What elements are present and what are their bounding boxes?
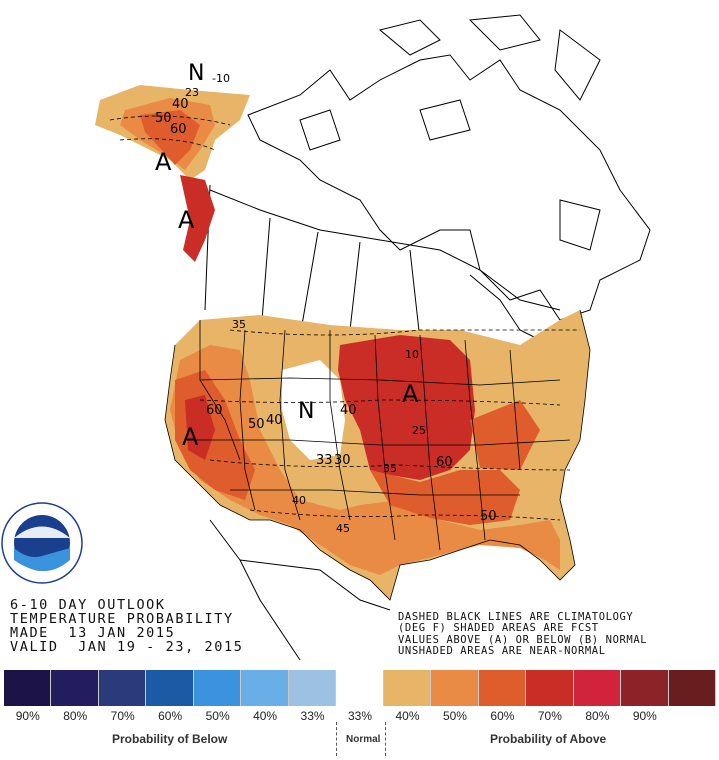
alaska-above-label: A [155, 148, 172, 176]
legend-below-title: Probability of Below [112, 732, 228, 746]
climatology-lines [109, 115, 580, 521]
contour-label: 40 [266, 413, 283, 428]
legend-swatch [383, 670, 432, 706]
legend-percent-label [669, 709, 716, 725]
legend-swatch [98, 670, 147, 706]
map-labels: N A A A N A -10 23 40 50 60 35 60 50 40 … [155, 61, 497, 535]
legend-swatch [478, 670, 527, 706]
contour-label: 25 [412, 424, 426, 437]
note-line-1: DASHED BLACK LINES ARE CLIMATOLOGY [398, 611, 634, 623]
contour-label: 50 [480, 509, 497, 524]
contour-label: 60 [436, 455, 453, 470]
contour-label: 50 [248, 417, 265, 432]
legend-percent-label: 90% [15, 709, 40, 723]
contour-label: 40 [340, 403, 357, 418]
legend-swatch [288, 670, 337, 706]
contour-label: 23 [185, 86, 199, 99]
noaa-logo: NOAA [1, 502, 83, 584]
legend-percent-label: 90% [632, 709, 657, 723]
legend-above-title: Probability of Above [490, 732, 607, 746]
west-above-label: A [182, 423, 199, 451]
legend-percent-label: 50% [442, 709, 467, 723]
legend-swatch [526, 670, 574, 706]
contour-label: 35 [232, 318, 246, 331]
legend-percent-label: 60% [490, 709, 515, 723]
noaa-logo-text: NOAA [26, 539, 58, 551]
midwest-above-label: A [402, 380, 419, 408]
legend-swatch [621, 670, 669, 706]
legend-percent-label: 50% [205, 709, 230, 723]
contour-label: 40 [172, 97, 189, 112]
alaska-shading [95, 85, 250, 262]
legend-swatch [573, 670, 622, 706]
legend-swatch [51, 670, 99, 706]
contour-label: 45 [336, 522, 350, 535]
note-line-3: VALUES ABOVE (A) OR BELOW (B) NORMAL [398, 634, 648, 646]
contour-label: 33 [316, 453, 333, 468]
legend-separator-left [336, 722, 337, 756]
contour-label: 50 [155, 111, 172, 126]
legend-swatch [668, 670, 717, 706]
legend-color-bar [4, 670, 717, 706]
contour-label: 30 [334, 453, 351, 468]
outlook-valid-dates: VALID JAN 19 - 23, 2015 [10, 639, 244, 655]
outlook-made-date: MADE 13 JAN 2015 [10, 625, 176, 641]
legend-separator-right [385, 722, 386, 756]
note-line-4: UNSHADED AREAS ARE NEAR-NORMAL [398, 645, 606, 657]
legend-percent-label: 80% [63, 709, 88, 723]
alaska-near-normal-label: N [188, 61, 204, 86]
central-near-normal-label: N [298, 399, 314, 424]
contour-label: -10 [212, 72, 230, 85]
legend-percent-label: 60% [158, 709, 183, 723]
bc-above-label: A [178, 206, 195, 234]
contour-label: 40 [292, 494, 306, 507]
outlook-title: 6-10 DAY OUTLOOK [10, 597, 166, 613]
conus-shading [165, 310, 590, 600]
legend-swatch [336, 670, 384, 706]
outlook-subtitle: TEMPERATURE PROBABILITY [10, 611, 234, 627]
legend-normal-title: Normal [346, 734, 381, 745]
contour-label: 60 [206, 403, 223, 418]
contour-label: 60 [170, 122, 187, 137]
legend-percent-label: 70% [537, 709, 562, 723]
legend-percent-labels: 90% 80% 70% 60% 50% 40% 33% 33% 40% 50% 60% 70% 80% 9… [4, 709, 716, 725]
legend-swatch [4, 670, 52, 706]
outlook-map: N A A A N A -10 23 40 50 60 35 60 50 40 … [1, 14, 651, 661]
contour-label: 35 [383, 462, 397, 475]
contour-label: 10 [405, 348, 419, 361]
legend-percent-label: 40% [395, 709, 420, 723]
legend-percent-label: 80% [585, 709, 610, 723]
legend-swatch [431, 670, 479, 706]
legend-swatch [193, 670, 242, 706]
legend-percent-label: 70% [110, 709, 135, 723]
legend-swatch [241, 670, 289, 706]
us-state-lines [164, 309, 591, 601]
note-line-2: (DEG F) SHADED AREAS ARE FCST [398, 622, 599, 634]
legend-swatch [146, 670, 194, 706]
legend-percent-label: 33% [300, 709, 325, 723]
canada-outline [204, 14, 651, 661]
legend-percent-label: 33% [348, 709, 373, 723]
legend-percent-label: 40% [253, 709, 278, 723]
